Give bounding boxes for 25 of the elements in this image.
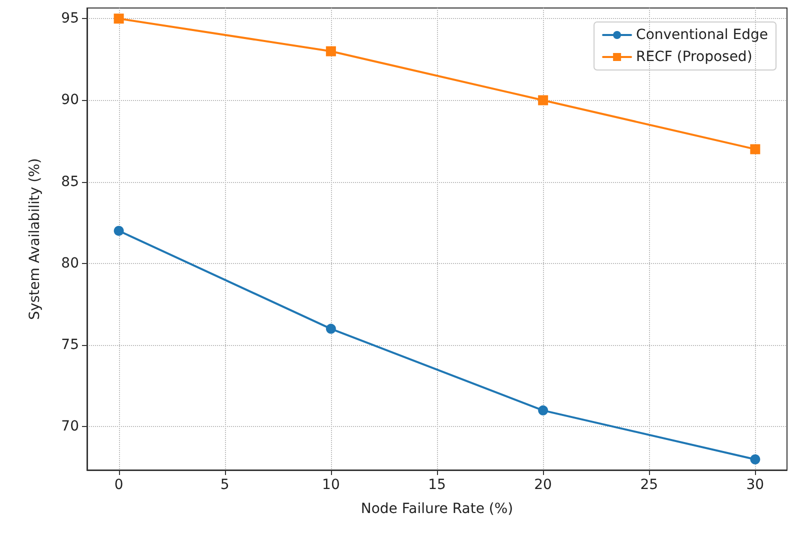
x-axis-title: Node Failure Rate (%) bbox=[360, 501, 514, 517]
point bbox=[114, 226, 124, 236]
y-tick-label: 70 bbox=[61, 418, 79, 435]
point bbox=[326, 46, 336, 56]
x-tick-label: 25 bbox=[640, 477, 658, 493]
y-axis-title: System Availability (%) bbox=[27, 158, 43, 320]
x-tick-label: 20 bbox=[534, 477, 552, 493]
x-tick-label: 10 bbox=[322, 477, 340, 493]
point bbox=[114, 14, 124, 24]
y-tick-label: 95 bbox=[61, 10, 79, 27]
y-tick-label: 80 bbox=[61, 255, 79, 272]
x-tick-label: 15 bbox=[428, 477, 446, 493]
x-tick-label: 0 bbox=[114, 477, 124, 493]
legend-label: RECF (Proposed) bbox=[636, 49, 752, 65]
legend-label: Conventional Edge bbox=[636, 27, 768, 43]
x-tick-label: 5 bbox=[220, 477, 230, 493]
y-tick-label: 85 bbox=[61, 174, 79, 190]
point bbox=[750, 144, 760, 154]
point bbox=[750, 454, 760, 464]
x-tick-label: 30 bbox=[746, 477, 764, 493]
point bbox=[326, 324, 336, 334]
y-tick-label: 75 bbox=[61, 337, 79, 354]
point bbox=[538, 405, 548, 416]
point bbox=[538, 95, 548, 106]
y-tick-label: 90 bbox=[61, 92, 79, 108]
